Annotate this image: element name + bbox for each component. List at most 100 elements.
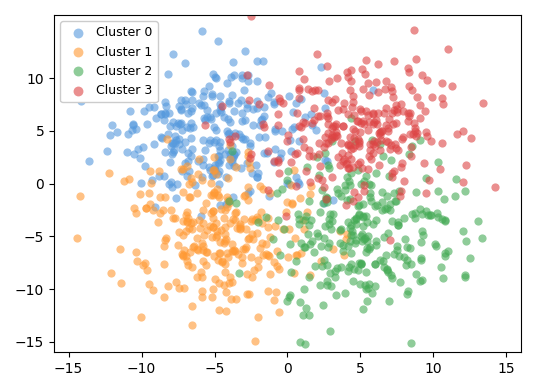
Cluster 3 [247,13,255,19]
Cluster 3 [343,142,352,148]
Cluster 1 [183,262,192,268]
Cluster 1 [216,250,225,256]
Cluster 2 [393,243,401,249]
Cluster 1 [236,226,245,232]
Cluster 0 [139,108,148,114]
Cluster 1 [186,194,195,201]
Cluster 1 [212,233,220,240]
Cluster 3 [436,166,445,172]
Cluster 0 [286,137,294,143]
Cluster 2 [356,181,365,187]
Cluster 3 [369,121,377,127]
Cluster 2 [418,211,426,217]
Cluster 0 [184,150,192,156]
Cluster 1 [234,251,242,257]
Cluster 3 [300,143,308,150]
Cluster 1 [160,261,168,267]
Cluster 2 [313,154,322,160]
Cluster 1 [254,314,262,321]
Cluster 3 [287,159,295,165]
Cluster 2 [367,290,376,296]
Cluster 1 [178,252,187,258]
Cluster 3 [308,120,317,126]
Cluster 1 [145,280,154,287]
Cluster 0 [242,100,251,107]
Cluster 3 [344,141,353,147]
Cluster 3 [332,132,340,138]
Cluster 1 [247,216,256,222]
Cluster 3 [201,122,210,128]
Cluster 1 [190,243,198,249]
Cluster 3 [358,165,366,172]
Cluster 2 [352,216,360,222]
Cluster 0 [184,109,192,116]
Cluster 3 [418,72,426,79]
Cluster 2 [418,277,427,283]
Cluster 2 [438,216,446,222]
Cluster 1 [130,204,139,211]
Cluster 1 [265,253,273,259]
Cluster 1 [187,175,195,181]
Cluster 2 [302,305,311,312]
Cluster 0 [46,166,54,172]
Cluster 2 [352,215,360,221]
Cluster 1 [217,227,225,233]
Cluster 2 [348,228,356,234]
Cluster 1 [156,194,165,200]
Cluster 2 [363,245,371,251]
Cluster 0 [172,137,180,143]
Cluster 0 [214,38,222,44]
Cluster 2 [321,222,330,229]
Cluster 1 [192,235,201,241]
Cluster 2 [315,282,324,288]
Cluster 1 [148,206,157,213]
Cluster 2 [406,339,415,346]
Cluster 1 [299,217,308,223]
Cluster 0 [329,197,338,203]
Cluster 2 [417,257,426,263]
Cluster 1 [198,294,206,301]
Cluster 3 [382,78,390,84]
Cluster 0 [240,86,249,93]
Cluster 1 [262,251,271,257]
Cluster 1 [174,242,182,248]
Cluster 0 [203,113,211,120]
Cluster 2 [393,222,402,228]
Cluster 1 [142,205,151,212]
Cluster 0 [174,103,183,109]
Cluster 0 [227,74,235,80]
Cluster 3 [408,87,417,93]
Cluster 1 [209,208,217,214]
Cluster 2 [372,242,381,248]
Cluster 2 [441,253,450,259]
Cluster 1 [240,193,248,199]
Cluster 0 [170,147,178,153]
Cluster 1 [248,231,257,237]
Cluster 2 [348,232,357,239]
Cluster 3 [373,121,381,127]
Cluster 3 [371,143,379,149]
Cluster 1 [228,248,237,254]
Cluster 1 [206,179,215,186]
Cluster 2 [301,244,310,250]
Cluster 3 [428,94,437,100]
Cluster 3 [304,153,313,160]
Cluster 1 [193,246,202,253]
Cluster 1 [246,165,255,171]
Cluster 2 [360,236,368,242]
Cluster 3 [363,166,372,172]
Cluster 2 [355,202,364,208]
Cluster 0 [216,106,225,113]
Cluster 0 [246,143,255,149]
Cluster 2 [383,266,391,272]
Cluster 3 [245,155,254,161]
Cluster 0 [162,103,170,109]
Cluster 1 [244,291,253,297]
Cluster 3 [374,89,382,95]
Cluster 1 [241,246,249,252]
Cluster 2 [379,234,388,240]
Cluster 1 [188,302,197,308]
Cluster 3 [422,77,431,83]
Cluster 2 [326,328,334,335]
Cluster 2 [319,235,328,241]
